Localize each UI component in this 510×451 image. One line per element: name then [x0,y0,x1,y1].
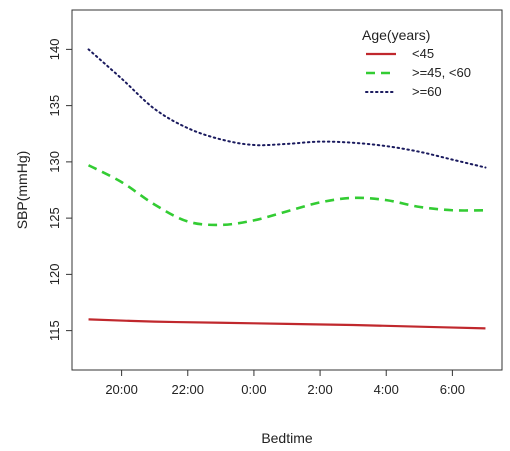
series-layer [87,48,487,330]
y-axis: 115 120 125 130 135 140 [47,39,72,341]
series-line-0 [88,318,486,330]
y-tick-label: 140 [47,39,62,61]
series-line-1 [87,164,486,227]
plot-frame [71,9,503,371]
legend-entry-label: >=60 [412,84,442,99]
legend-title: Age(years) [362,27,430,43]
legend-entry-label: >=45, <60 [412,65,471,80]
y-tick-label: 135 [47,95,62,117]
x-tick-label: 2:00 [307,382,332,397]
y-tick-label: 130 [47,151,62,173]
x-tick-label: 20:00 [105,382,138,397]
x-axis-title: Bedtime [261,430,313,446]
x-tick-label: 6:00 [440,382,465,397]
x-tick-label: 4:00 [374,382,399,397]
y-axis-title: SBP(mmHg) [14,151,30,230]
y-tick-label: 125 [47,207,62,229]
x-tick-label: 22:00 [171,382,204,397]
legend-entry-label: <45 [412,46,434,61]
x-tick-label: 0:00 [241,382,266,397]
legend: Age(years) <45 >=45, <60 >=60 [362,27,471,99]
x-axis: 20:00 22:00 0:00 2:00 4:00 6:00 [105,370,465,397]
y-tick-label: 115 [47,320,62,341]
y-tick-label: 120 [47,264,62,286]
series-line-2 [87,48,487,169]
